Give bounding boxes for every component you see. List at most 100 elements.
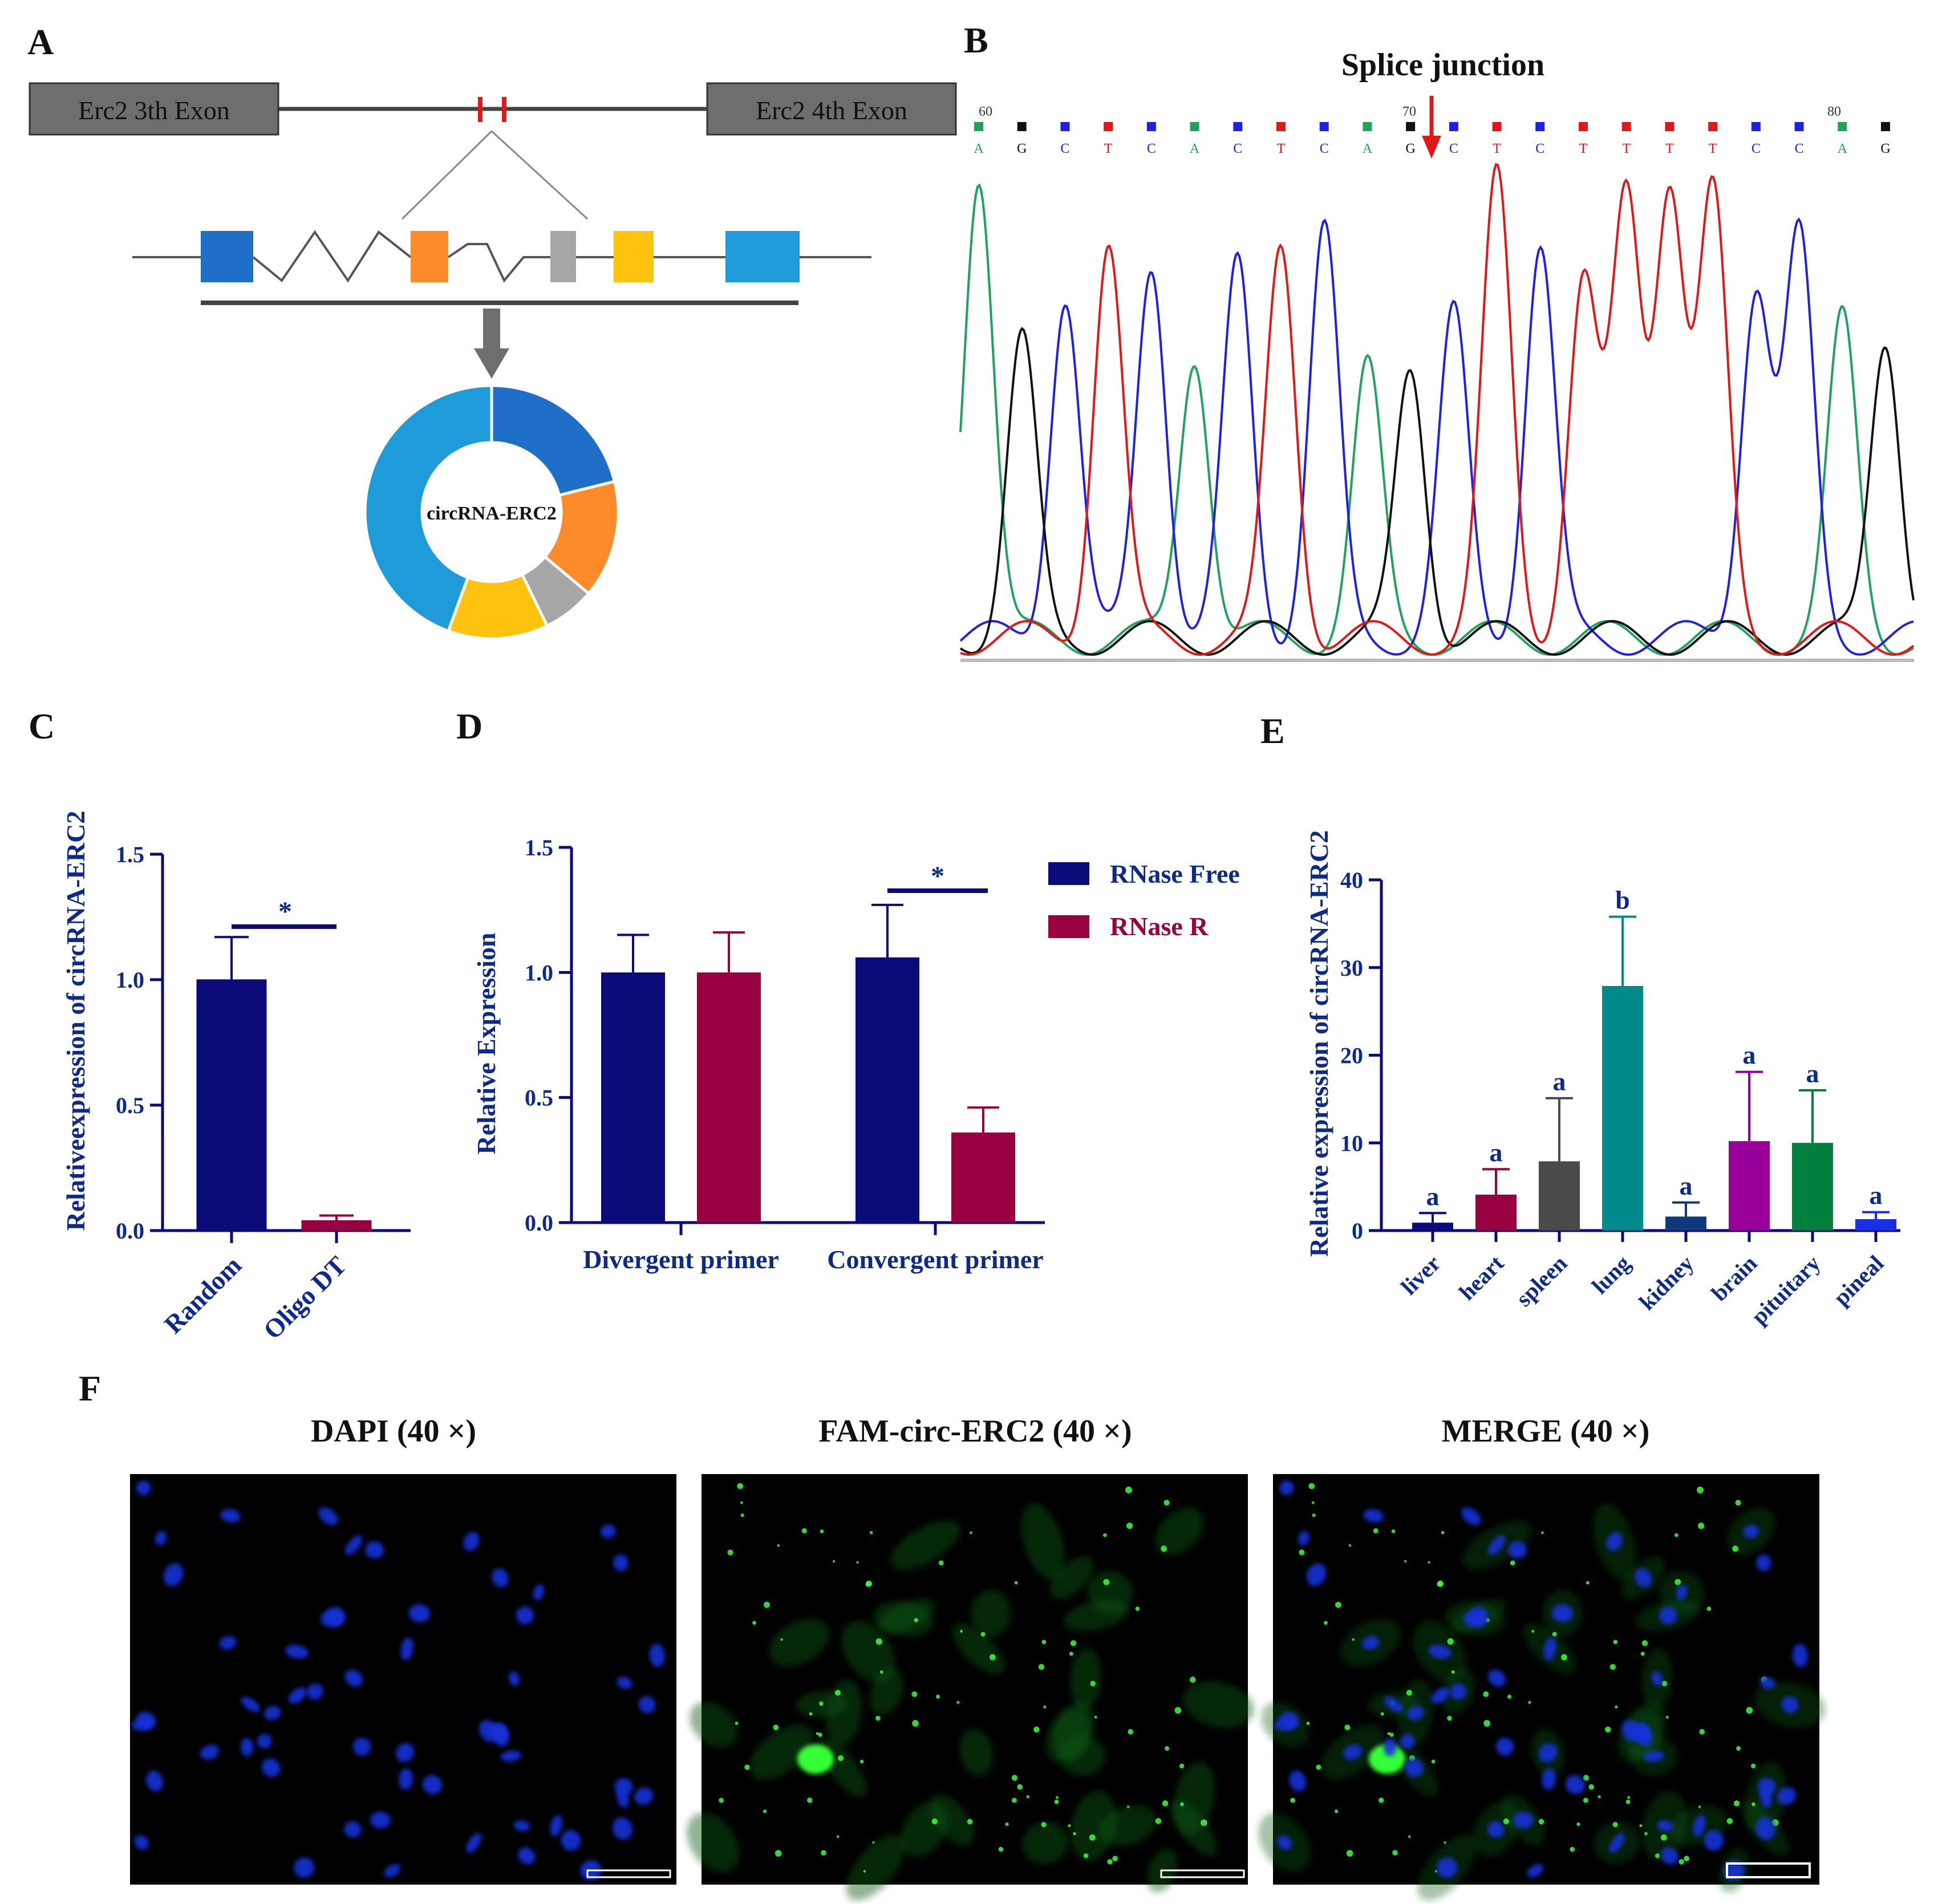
- merge-nucleus-39: [1431, 1687, 1450, 1704]
- merge-nucleus-35: [1756, 1554, 1771, 1572]
- splice-arrow-icon: [1422, 136, 1441, 159]
- fam-spot-45: [816, 1732, 819, 1735]
- fam-cytoplasm-33: [1063, 1599, 1130, 1631]
- base-marker-10: [1363, 122, 1372, 131]
- merge-spot-19: [1306, 1722, 1310, 1725]
- fam-spot-27: [1089, 1834, 1096, 1841]
- base-marker-3: [1060, 122, 1070, 131]
- fam-spot-80: [869, 1530, 873, 1534]
- chart-e-bar-spleen: [1539, 1161, 1580, 1231]
- fam-cytoplasm-20: [1170, 1801, 1218, 1856]
- fam-spot-9: [872, 1841, 875, 1844]
- merge-nucleus-4: [1643, 1751, 1664, 1762]
- circrna-donut: [363, 384, 620, 640]
- fam-spot-88: [1179, 1763, 1185, 1769]
- fam-spot-83: [967, 1818, 973, 1825]
- merge-spot-70: [1570, 1846, 1575, 1852]
- base-marker-11: [1406, 122, 1416, 131]
- image-title-merge: MERGE (40 ×): [1442, 1414, 1650, 1449]
- merge-nucleus-33: [1659, 1606, 1677, 1625]
- chart-c-category-label-1: Random: [159, 1251, 247, 1339]
- fam-spot-16: [1083, 1853, 1089, 1858]
- base-marker-7: [1233, 122, 1243, 131]
- dapi-nucleus-54: [344, 1669, 363, 1687]
- merge-nucleus-23: [1635, 1568, 1652, 1588]
- merge-nucleus-49: [1363, 1509, 1384, 1523]
- chart-e-bar-brain: [1729, 1141, 1770, 1231]
- base-letter-15: T: [1579, 141, 1588, 156]
- base-letter-10: A: [1363, 141, 1373, 156]
- image-title-dapi: DAPI (40 ×): [311, 1414, 476, 1449]
- dapi-nucleus-17: [550, 1814, 562, 1837]
- fam-spot-51: [727, 1549, 733, 1556]
- panel-c: C Relativeexpression of circRNA-ERC2 0.0…: [29, 706, 411, 1345]
- merge-spot-34: [1451, 1670, 1455, 1674]
- fam-spot-50: [818, 1732, 822, 1737]
- chart-d-bar-rnase-r-1: [697, 972, 761, 1223]
- chart-e-letter-pineal: a: [1870, 1181, 1883, 1210]
- dapi-nucleus-28: [508, 1671, 520, 1686]
- dapi-nucleus-18: [344, 1535, 363, 1555]
- merge-nucleus-20: [1755, 1817, 1775, 1840]
- fam-spot-90: [807, 1797, 813, 1803]
- exon-right-label: Erc2 4th Exon: [756, 96, 907, 125]
- chart-e-bar-lung: [1602, 986, 1643, 1231]
- merge-spot-15: [1674, 1533, 1678, 1537]
- chart-d-bar-rnase-free-1: [601, 972, 665, 1223]
- dapi-nucleus-4: [500, 1751, 521, 1762]
- chart-e-y-tick-label-0: 0: [1352, 1218, 1363, 1244]
- chart-d-significance-star: *: [931, 861, 944, 891]
- fam-spot-25: [1190, 1676, 1196, 1683]
- base-marker-6: [1190, 122, 1199, 131]
- dapi-nucleus-29: [200, 1744, 220, 1760]
- base-marker-19: [1751, 122, 1761, 131]
- fam-spot-67: [980, 1631, 986, 1637]
- merge-nucleus-46: [1496, 1737, 1514, 1756]
- merge-nucleus-29: [1343, 1744, 1363, 1760]
- merge-spot-30: [1312, 1513, 1316, 1517]
- donut-segment-5: [363, 384, 493, 633]
- dapi-nucleus-31: [261, 1758, 281, 1777]
- micrograph-dapi-bg: [130, 1474, 676, 1885]
- merge-spot-41: [1316, 1764, 1321, 1770]
- merge-spot-53: [1706, 1606, 1712, 1611]
- fam-cytoplasm-24: [1155, 1507, 1204, 1556]
- chart-e-letter-pituitary: a: [1806, 1059, 1819, 1088]
- chart-d-y-tick-label-0: 0.0: [525, 1210, 553, 1236]
- merge-spot-71: [1447, 1715, 1452, 1721]
- dapi-nucleus-55: [479, 1720, 498, 1742]
- merge-spot-69: [1437, 1581, 1442, 1587]
- merge-spot-77: [1531, 1630, 1534, 1633]
- merge-spot-85: [1746, 1707, 1753, 1714]
- chart-e-category-label-heart: heart: [1454, 1250, 1509, 1305]
- merge-nucleus-13: [1449, 1683, 1466, 1700]
- base-marker-9: [1319, 122, 1329, 131]
- merge-nucleus-53: [1777, 1787, 1797, 1805]
- chart-e-bar-heart: [1475, 1194, 1517, 1231]
- merge-nucleus-41: [1704, 1830, 1724, 1851]
- merge-spot-21: [1605, 1726, 1611, 1733]
- arrow-shaft: [483, 308, 500, 350]
- fam-spot-15: [1102, 1533, 1107, 1537]
- fam-spot-12: [821, 1850, 826, 1856]
- merge-spot-66: [1483, 1691, 1489, 1697]
- dapi-nucleus-43: [155, 1530, 167, 1546]
- base-marker-8: [1276, 122, 1286, 131]
- merge-spot-13: [1373, 1528, 1378, 1533]
- base-letter-18: T: [1709, 141, 1717, 156]
- dapi-nuclei: [131, 1480, 665, 1881]
- legend-label-rnase-r: RNase R: [1110, 912, 1209, 941]
- base-letter-16: T: [1622, 141, 1631, 156]
- merge-spot-32: [1428, 1561, 1430, 1564]
- micrograph-dapi: [130, 1474, 676, 1885]
- fam-cytoplasm-19: [1021, 1503, 1065, 1580]
- dapi-nucleus-19: [463, 1532, 480, 1551]
- base-marker-1: [974, 122, 983, 131]
- merge-spot-78: [1613, 1639, 1618, 1645]
- merge-spot-58: [1431, 1759, 1436, 1764]
- legend-label-rnase-free: RNase Free: [1110, 859, 1240, 888]
- base-marker-18: [1708, 122, 1718, 131]
- fam-cytoplasm-13: [869, 1668, 904, 1715]
- base-marker-14: [1535, 122, 1545, 131]
- base-marker-15: [1579, 122, 1588, 131]
